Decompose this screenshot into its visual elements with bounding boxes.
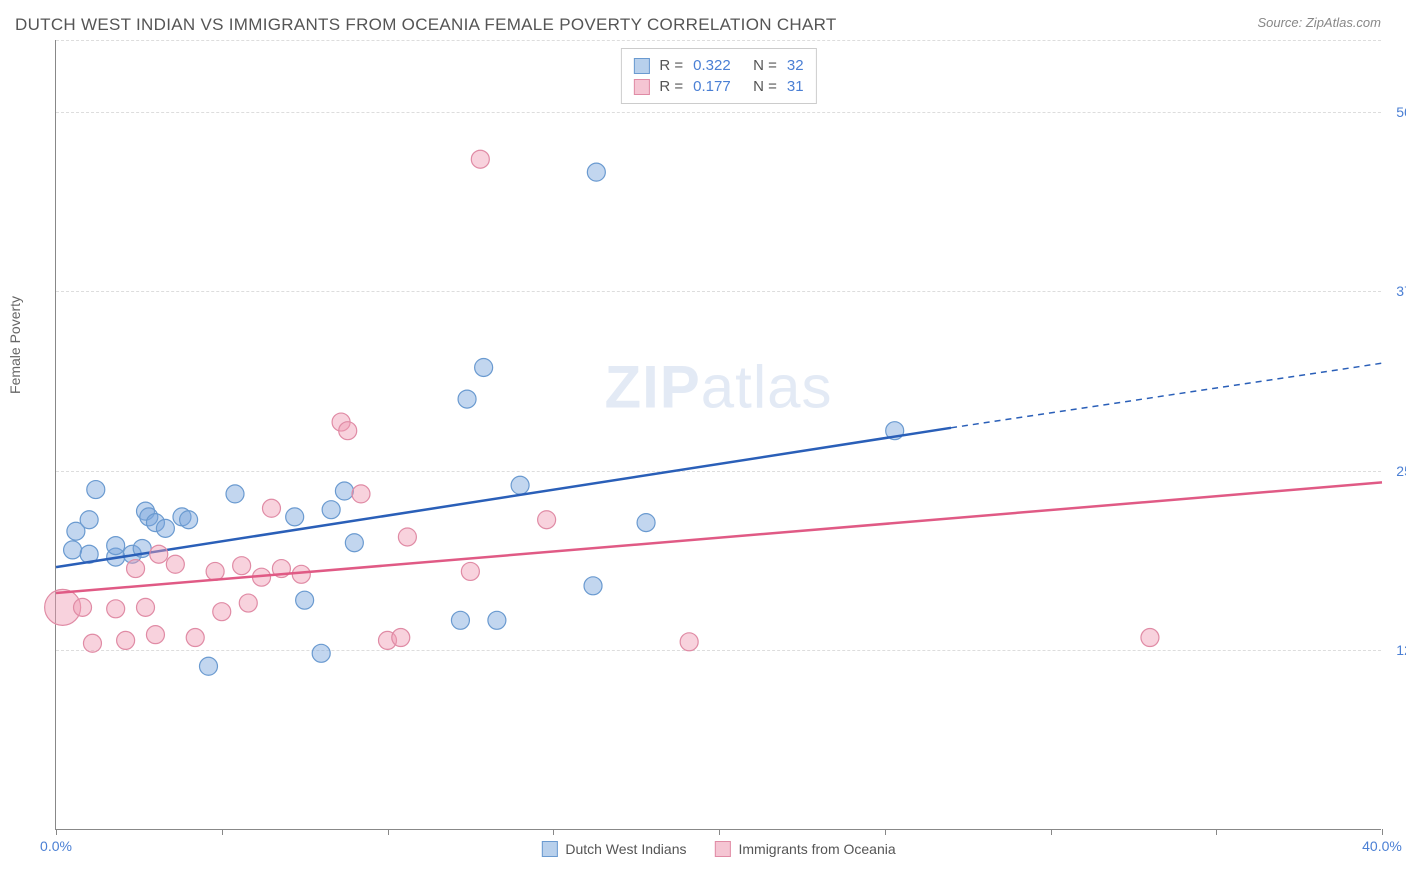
legend-swatch xyxy=(714,841,730,857)
y-tick-label: 50.0% xyxy=(1396,104,1406,120)
legend-bottom: Dutch West Indians Immigrants from Oceani… xyxy=(541,841,895,857)
data-point xyxy=(352,485,370,503)
data-point xyxy=(345,534,363,552)
data-point xyxy=(206,562,224,580)
scatter-svg xyxy=(56,40,1382,830)
legend-top: R = 0.322 N = 32 R = 0.177 N = 31 xyxy=(620,48,816,104)
regression-line xyxy=(56,428,951,567)
legend-r-value: 0.322 xyxy=(693,57,743,74)
data-point xyxy=(137,598,155,616)
y-tick-label: 25.0% xyxy=(1396,463,1406,479)
data-point xyxy=(451,611,469,629)
chart-container: Female Poverty ZIPatlas 12.5%25.0%37.5%5… xyxy=(55,40,1381,830)
data-point xyxy=(511,476,529,494)
data-point xyxy=(461,562,479,580)
data-point xyxy=(127,560,145,578)
data-point xyxy=(117,631,135,649)
data-point xyxy=(186,629,204,647)
legend-series-label: Dutch West Indians xyxy=(565,841,686,857)
source-attribution: Source: ZipAtlas.com xyxy=(1257,15,1381,30)
legend-top-row: R = 0.322 N = 32 xyxy=(633,55,803,76)
source-prefix: Source: xyxy=(1257,15,1305,30)
legend-n-value: 31 xyxy=(787,78,804,95)
data-point xyxy=(637,514,655,532)
legend-r-label: R = xyxy=(659,57,683,74)
legend-swatch xyxy=(633,79,649,95)
data-point xyxy=(458,390,476,408)
x-tick xyxy=(1382,829,1383,835)
data-point xyxy=(392,629,410,647)
data-point xyxy=(1141,629,1159,647)
data-point xyxy=(199,657,217,675)
data-point xyxy=(74,598,92,616)
data-point xyxy=(296,591,314,609)
data-point xyxy=(146,626,164,644)
plot-area: ZIPatlas 12.5%25.0%37.5%50.0% 0.0%40.0% … xyxy=(55,40,1381,830)
y-tick-label: 12.5% xyxy=(1396,642,1406,658)
y-tick-label: 37.5% xyxy=(1396,283,1406,299)
legend-swatch xyxy=(633,58,649,74)
legend-r-label: R = xyxy=(659,78,683,95)
data-point xyxy=(107,600,125,618)
data-point xyxy=(150,545,168,563)
data-point xyxy=(312,644,330,662)
data-point xyxy=(239,594,257,612)
data-point xyxy=(87,481,105,499)
data-point xyxy=(292,565,310,583)
data-point xyxy=(262,499,280,517)
x-tick-label: 0.0% xyxy=(40,838,72,854)
legend-swatch xyxy=(541,841,557,857)
data-point xyxy=(680,633,698,651)
source-name: ZipAtlas.com xyxy=(1306,15,1381,30)
data-point xyxy=(64,541,82,559)
data-point xyxy=(339,422,357,440)
chart-title: DUTCH WEST INDIAN VS IMMIGRANTS FROM OCE… xyxy=(15,15,837,35)
data-point xyxy=(335,482,353,500)
regression-line-dashed xyxy=(951,363,1382,428)
data-point xyxy=(226,485,244,503)
data-point xyxy=(286,508,304,526)
data-point xyxy=(233,557,251,575)
data-point xyxy=(475,358,493,376)
data-point xyxy=(107,537,125,555)
data-point xyxy=(584,577,602,595)
data-point xyxy=(322,501,340,519)
data-point xyxy=(156,519,174,537)
data-point xyxy=(587,163,605,181)
legend-series-label: Immigrants from Oceania xyxy=(738,841,895,857)
data-point xyxy=(488,611,506,629)
legend-r-value: 0.177 xyxy=(693,78,743,95)
data-point xyxy=(80,511,98,529)
data-point xyxy=(166,555,184,573)
data-point xyxy=(83,634,101,652)
data-point xyxy=(213,603,231,621)
data-point xyxy=(471,150,489,168)
legend-bottom-item: Immigrants from Oceania xyxy=(714,841,895,857)
x-tick-label: 40.0% xyxy=(1362,838,1402,854)
data-point xyxy=(398,528,416,546)
regression-line xyxy=(56,482,1382,593)
data-point xyxy=(538,511,556,529)
legend-top-row: R = 0.177 N = 31 xyxy=(633,76,803,97)
legend-n-label: N = xyxy=(753,57,777,74)
legend-bottom-item: Dutch West Indians xyxy=(541,841,686,857)
y-axis-label: Female Poverty xyxy=(7,296,23,394)
data-point xyxy=(180,511,198,529)
legend-n-label: N = xyxy=(753,78,777,95)
legend-n-value: 32 xyxy=(787,57,804,74)
